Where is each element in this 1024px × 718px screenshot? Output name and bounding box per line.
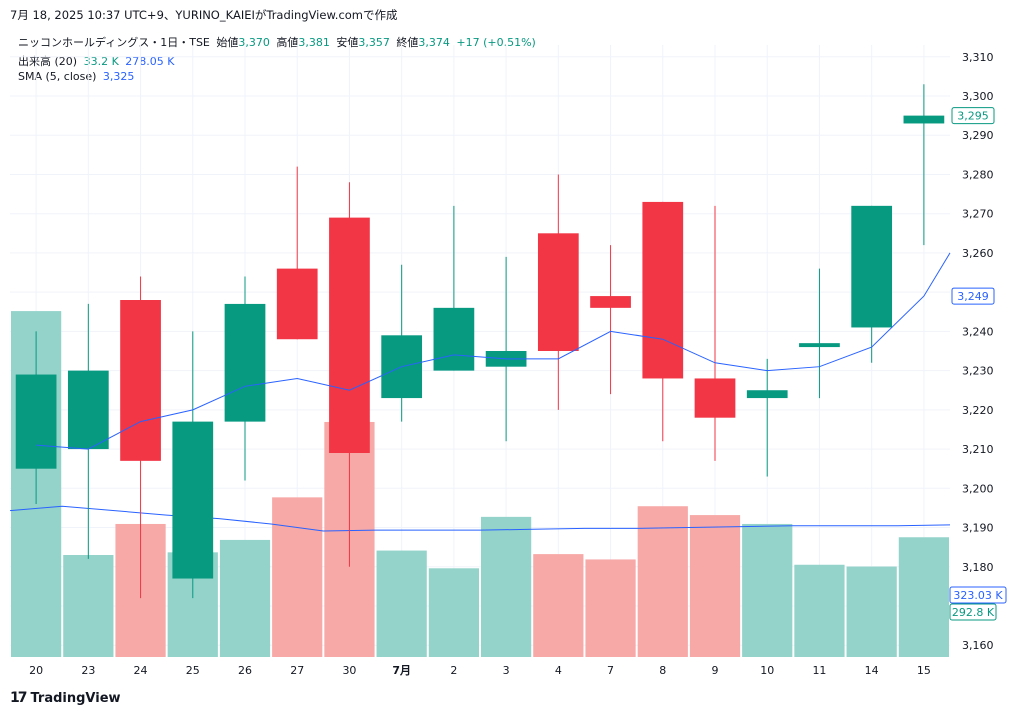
volume-bar [689,515,741,657]
volume-bar [428,568,479,657]
symbol-name[interactable]: ニッコンホールディングス・1日・TSE [18,36,210,49]
tv-logo-icon: 17 [10,690,28,706]
price-tick-label: 3,180 [962,561,994,574]
volume-bar [585,559,636,657]
price-tick-label: 3,260 [962,247,994,260]
candle-body [694,378,736,418]
last-price-label: 3,295 [957,110,989,123]
candle-body [120,300,161,461]
sma-legend[interactable]: SMA (5, close) 3,325 [18,70,137,83]
x-tick-label: 15 [917,664,931,677]
x-tick-label: 2 [450,664,457,677]
candle-body [172,421,214,579]
x-tick-label: 9 [712,664,719,677]
volume-bar [794,564,845,657]
volume-ma-value: 278.05 K [125,55,175,68]
price-tick-label: 3,220 [962,404,994,417]
sma-value: 3,325 [102,70,135,83]
candle-body [642,201,684,379]
volume-bar [533,554,584,657]
x-tick-label: 7 [607,664,614,677]
tradingview-logo[interactable]: 17 TradingView [10,690,121,706]
price-tick-label: 3,310 [962,51,994,64]
x-tick-label: 8 [659,664,666,677]
price-tick-label: 3,290 [962,129,994,142]
x-tick-label: 25 [186,664,200,677]
vol-last-label-box [949,603,997,621]
candle-body [329,217,370,453]
price-tick-label: 3,270 [962,208,994,221]
x-tick-label: 27 [290,664,304,677]
x-tick-label: 10 [760,664,774,677]
x-tick-label: 24 [134,664,148,677]
candle-body [746,390,788,399]
brand-text: TradingView [30,690,121,706]
sma-price-label-box [951,287,995,305]
volume-bar [898,537,949,657]
volume-bar [376,550,427,657]
vol-ma-label-box [949,586,1007,604]
vol-ma-label: 323.03 K [953,589,1003,602]
candle-body [276,268,318,340]
candle-body [537,233,579,351]
chart-header: 7月 18, 2025 10:37 UTC+9、YURINO_KAIEIがTra… [10,8,398,22]
high-value: 3,381 [298,36,330,49]
price-tick-label: 3,300 [962,90,994,103]
high-label: 高値 [276,36,299,49]
volume-bar [742,523,793,657]
close-value: 3,374 [418,36,450,49]
volume-bar [481,516,532,657]
price-tick-label: 3,210 [962,443,994,456]
price-tick-label: 3,240 [962,325,994,338]
volume-bar [272,497,323,657]
volume-legend[interactable]: 出来高 (20) 33.2 K 278.05 K [18,53,177,69]
x-tick-label: 26 [238,664,252,677]
volume-ma-line [9,505,951,532]
change-value: +17 (+0.51%) [456,36,536,49]
last-price-label-box [951,107,995,125]
x-tick-label: 20 [29,664,43,677]
price-tick-label: 3,200 [962,482,994,495]
x-tick-label: 4 [555,664,562,677]
candle-body [799,343,840,348]
price-tick-label: 3,190 [962,522,994,535]
x-tick-label: 7月 [392,664,411,677]
price-tick-label: 3,160 [962,639,994,652]
low-value: 3,357 [358,36,390,49]
x-tick-label: 3 [503,664,510,677]
x-tick-label: 30 [342,664,356,677]
volume-label: 出来高 (20) [18,55,78,68]
sma-price-label: 3,249 [957,290,989,303]
x-tick-label: 23 [81,664,95,677]
symbol-legend: ニッコンホールディングス・1日・TSE 始値3,370 高値3,381 安値3,… [18,34,539,50]
candle-body [15,374,57,469]
low-label: 安値 [336,36,359,49]
open-value: 3,370 [238,36,270,49]
price-tick-label: 3,280 [962,168,994,181]
sma-line [36,252,951,450]
volume-bar [63,555,114,657]
candle-body [224,303,266,422]
volume-bar [637,506,688,657]
candle-body [433,307,475,371]
sma-label: SMA (5, close) [18,70,97,83]
vol-last-label: 292.8 K [952,606,995,619]
volume-bar [846,566,897,657]
candle-body [67,370,109,450]
volume-value: 33.2 K [83,55,119,68]
candle-body [903,115,945,124]
open-label: 始値 [216,36,239,49]
x-tick-label: 11 [812,664,826,677]
price-tick-label: 3,230 [962,365,994,378]
volume-bar [219,539,271,657]
x-tick-label: 14 [865,664,879,677]
candle-body [590,296,631,308]
candle-body [851,205,893,328]
